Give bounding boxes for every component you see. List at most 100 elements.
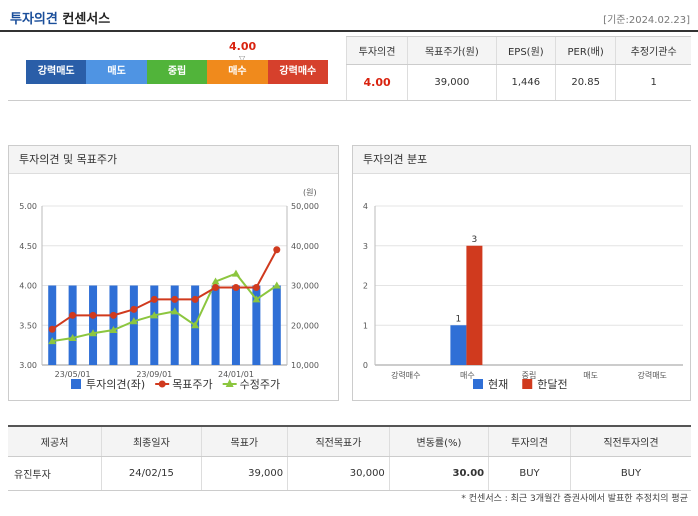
opinion-bar <box>252 285 261 365</box>
consensus-header: 투자의견 컨센서스 [기준:2024.02.23] <box>0 0 698 32</box>
legend-swatch <box>71 379 81 389</box>
y-right-tick-label: 30,000 <box>291 282 319 291</box>
x-tick-label: 23/09/01 <box>136 370 172 379</box>
target-price-point <box>212 283 220 291</box>
opinion-bar <box>109 285 118 365</box>
opinion-score: 4.00 <box>229 40 257 53</box>
detail-cell: 유진투자 <box>8 456 102 491</box>
adjusted-price-point <box>191 321 200 329</box>
adjusted-price-point <box>68 333 77 341</box>
y-tick-label: 3 <box>363 242 368 251</box>
opinion-level-3: 매수 <box>207 60 268 84</box>
adjusted-price-point <box>252 295 261 303</box>
legend-label: 현재 <box>488 378 508 391</box>
target-price-point <box>130 305 138 313</box>
adjusted-price-line <box>52 272 278 343</box>
opinion-bar <box>150 285 159 365</box>
x-tick-label: 매수 <box>460 371 475 380</box>
detail-header: 직전투자의견 <box>569 425 691 457</box>
adjusted-price-point <box>170 307 179 315</box>
y-right-tick-label: 20,000 <box>291 321 319 330</box>
panel-title: 투자의견 분포 <box>353 146 690 174</box>
summary-value: 20.85 <box>554 64 616 101</box>
adjusted-price-point <box>272 281 281 289</box>
legend-swatch <box>158 380 166 388</box>
opinion-bar <box>231 285 240 365</box>
opinion-bar <box>211 285 220 365</box>
opinion-level-0: 강력매도 <box>26 60 87 84</box>
detail-header: 직전목표가 <box>287 425 390 457</box>
detail-cell: BUY <box>569 456 691 491</box>
data-label: 3 <box>472 235 478 245</box>
summary-header: PER(배) <box>554 36 616 65</box>
opinion-bar <box>68 285 77 365</box>
summary-header: 투자의견 <box>345 36 408 65</box>
x-tick-label: 강력매수 <box>391 370 420 380</box>
triangle-down-icon: ▽ <box>239 54 246 63</box>
y-right-tick-label: 50,000 <box>291 202 319 211</box>
detail-header: 변동률(%) <box>388 425 489 457</box>
x-tick-label: 23/05/01 <box>55 370 91 379</box>
legend-label: 한달전 <box>537 378 567 391</box>
opinion-level-2: 중립 <box>146 60 208 84</box>
opinion-level-1: 매도 <box>86 60 147 84</box>
summary-value: 1,446 <box>495 64 556 101</box>
adjusted-price-point <box>109 326 118 334</box>
y-tick-label: 2 <box>363 282 368 291</box>
footnote: * 컨센서스 : 최근 3개월간 증권사에서 발표한 추정치의 평균 <box>461 494 688 504</box>
divider <box>8 100 691 101</box>
opinion-bar <box>129 285 138 365</box>
broker-detail-table: 제공처 최종일자 목표가 직전목표가 변동률(%) 투자의견 직전투자의견 유진투자 24/0… <box>8 425 691 491</box>
target-price-point <box>69 311 77 319</box>
detail-header: 최종일자 <box>101 425 202 457</box>
target-price-point <box>252 283 260 291</box>
target-price-point <box>191 295 199 303</box>
y-right-unit: (원) <box>303 188 317 197</box>
x-tick-label: 중립 <box>522 371 537 380</box>
adjusted-price-point <box>89 329 98 337</box>
y-right-tick-label: 10,000 <box>291 361 319 370</box>
distribution-bar <box>466 245 483 365</box>
detail-cell: BUY <box>488 456 571 491</box>
target-price-point <box>171 295 179 303</box>
title-opinion: 투자의견 <box>10 12 58 27</box>
adjusted-price-point <box>129 317 138 325</box>
y-tick-label: 1 <box>363 321 368 330</box>
adjusted-price-point <box>150 311 159 319</box>
summary-header: 추정기관수 <box>615 36 691 65</box>
distribution-bar <box>450 325 467 365</box>
y-left-tick-label: 5.00 <box>19 202 37 211</box>
legend-swatch <box>522 379 533 389</box>
opinion-bar <box>48 285 57 365</box>
detail-header: 제공처 <box>8 425 102 457</box>
opinion-bar <box>272 285 281 365</box>
data-label: 1 <box>456 314 462 324</box>
y-left-tick-label: 4.50 <box>19 242 37 251</box>
y-tick-label: 0 <box>363 361 368 370</box>
target-price-point <box>232 283 240 291</box>
x-tick-label: 24/01/01 <box>218 370 254 379</box>
consensus-summary-table: 투자의견 목표주가(원) EPS(원) PER(배) 추정기관수 4.00 39,000 1… <box>345 36 691 101</box>
legend-label: 투자의견(좌) <box>86 378 145 391</box>
summary-header: EPS(원) <box>495 36 556 65</box>
opinion-target-price-panel: 투자의견 및 목표주가 5.00 50,000 4.50 40,000 4.00 30,0… <box>8 145 339 401</box>
adjusted-price-point <box>231 269 240 277</box>
x-tick-label: 강력매도 <box>637 370 666 380</box>
opinion-bar <box>170 285 179 365</box>
target-price-point <box>109 311 117 319</box>
opinion-bar <box>89 285 98 365</box>
y-left-tick-label: 3.00 <box>19 361 37 370</box>
y-left-tick-label: 3.50 <box>19 321 37 330</box>
target-price-point <box>89 311 97 319</box>
title-consensus: 컨센서스 <box>62 12 111 27</box>
detail-header: 목표가 <box>200 425 288 457</box>
y-tick-label: 4 <box>363 202 368 211</box>
adjusted-price-point <box>211 277 220 285</box>
opinion-target-price-chart: 5.00 50,000 4.50 40,000 4.00 30,000 3.50 20,000… <box>19 188 319 391</box>
target-price-line <box>51 249 278 331</box>
x-tick-label: 매도 <box>583 371 598 380</box>
legend-swatch <box>225 379 234 387</box>
legend-label: 수정주가 <box>240 378 280 391</box>
